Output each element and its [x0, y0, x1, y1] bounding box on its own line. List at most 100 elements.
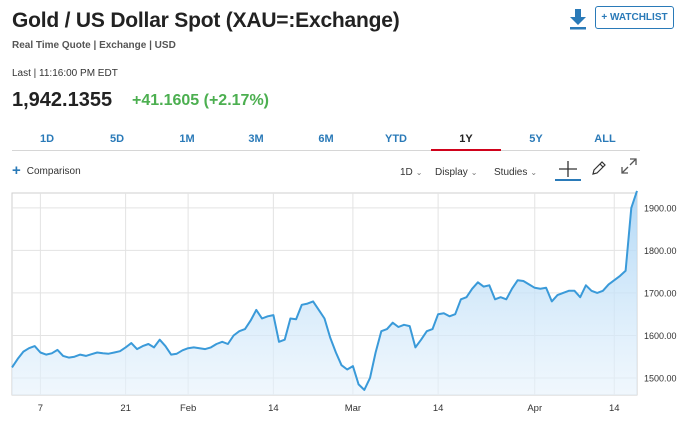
data-point: [119, 351, 120, 352]
data-point: [608, 284, 609, 285]
crosshair-icon[interactable]: [555, 159, 581, 188]
data-point: [477, 282, 478, 283]
quote-source-label: Real Time Quote | Exchange | USD: [12, 40, 176, 51]
chevron-down-icon: ⌄: [415, 168, 423, 177]
range-tab-5y[interactable]: 5Y: [529, 133, 543, 145]
data-point: [426, 331, 427, 332]
x-tick-label: Mar: [345, 403, 361, 414]
data-point: [398, 326, 399, 327]
data-point: [318, 309, 319, 310]
data-point: [34, 345, 35, 346]
data-point: [330, 337, 331, 338]
data-point: [602, 290, 603, 291]
data-point: [125, 347, 126, 348]
comparison-button[interactable]: + Comparison: [12, 162, 81, 179]
data-point: [233, 335, 234, 336]
add-to-watchlist-button[interactable]: + WATCHLIST: [595, 6, 674, 29]
data-point: [153, 347, 154, 348]
data-point: [227, 343, 228, 344]
chevron-down-icon: ⌄: [470, 168, 478, 177]
y-tick-label: 1500.00: [644, 373, 677, 383]
y-tick-label: 1700.00: [644, 288, 677, 298]
studies-label: Studies: [494, 167, 528, 178]
data-point: [443, 313, 444, 314]
data-point: [545, 287, 546, 288]
data-point: [506, 299, 507, 300]
data-point: [91, 354, 92, 355]
data-point: [267, 316, 268, 317]
data-point: [295, 319, 296, 320]
data-point: [614, 280, 615, 281]
x-tick-label: Feb: [180, 403, 196, 414]
data-point: [375, 352, 376, 353]
data-point: [415, 347, 416, 348]
range-tab-all[interactable]: ALL: [594, 133, 616, 145]
data-point: [222, 341, 223, 342]
y-tick-label: 1600.00: [644, 331, 677, 341]
range-tab-5d[interactable]: 5D: [109, 133, 125, 145]
data-point: [563, 292, 564, 293]
y-tick-label: 1800.00: [644, 246, 677, 256]
price-chart[interactable]: 1900.00 1800.00 1700.00 1600.00 1500.00 7 21 Fe…: [0, 190, 700, 427]
plus-icon: +: [12, 162, 21, 179]
data-point: [551, 301, 552, 302]
range-tab-1y[interactable]: 1Y: [431, 131, 501, 151]
range-tab-ytd[interactable]: YTD: [385, 133, 407, 145]
range-tabs: 1D 5D 1M 3M 6M YTD 1Y 5Y ALL: [12, 131, 640, 151]
range-tab-3m[interactable]: 3M: [248, 133, 264, 145]
data-point: [511, 288, 512, 289]
data-point: [358, 384, 359, 385]
data-point: [591, 290, 592, 291]
display-dropdown[interactable]: Display ⌄: [435, 167, 478, 178]
data-point: [159, 339, 160, 340]
data-point: [432, 328, 433, 329]
data-point: [74, 356, 75, 357]
last-updated-label: Last | 11:16:00 PM EDT: [12, 68, 118, 79]
range-tab-6m[interactable]: 6M: [318, 133, 334, 145]
range-tab-1m[interactable]: 1M: [179, 133, 195, 145]
data-point: [307, 303, 308, 304]
comparison-label: Comparison: [26, 165, 81, 177]
data-point: [580, 297, 581, 298]
x-tick-label: 14: [268, 403, 279, 414]
data-point: [40, 352, 41, 353]
data-point: [261, 318, 262, 319]
data-point: [102, 353, 103, 354]
data-point: [256, 309, 257, 310]
interval-dropdown[interactable]: 1D ⌄: [400, 167, 423, 178]
data-point: [409, 326, 410, 327]
last-price: 1,942.1355: [12, 89, 113, 111]
data-point: [494, 299, 495, 300]
data-point: [403, 324, 404, 325]
data-point: [290, 318, 291, 319]
data-point: [528, 284, 529, 285]
data-point: [386, 328, 387, 329]
data-point: [420, 339, 421, 340]
studies-dropdown[interactable]: Studies ⌄: [494, 167, 537, 178]
data-point: [80, 354, 81, 355]
data-point: [28, 348, 29, 349]
data-point: [45, 354, 46, 355]
x-tick-label: 14: [433, 403, 444, 414]
data-point: [57, 349, 58, 350]
data-point: [131, 343, 132, 344]
data-point: [148, 343, 149, 344]
data-point: [273, 314, 274, 315]
y-tick-label: 1900.00: [644, 203, 677, 213]
data-point: [364, 389, 365, 390]
pencil-icon[interactable]: [590, 159, 608, 182]
data-point: [568, 290, 569, 291]
data-point: [165, 345, 166, 346]
data-point: [631, 207, 632, 208]
data-point: [597, 292, 598, 293]
data-point: [585, 285, 586, 286]
data-point: [438, 314, 439, 315]
data-point: [619, 275, 620, 276]
data-point: [449, 316, 450, 317]
page-title: Gold / US Dollar Spot (XAU=:Exchange): [12, 9, 400, 32]
download-icon[interactable]: [568, 8, 588, 30]
x-tick-label: 21: [120, 403, 131, 414]
data-point: [381, 331, 382, 332]
expand-icon[interactable]: [620, 157, 638, 180]
range-tab-1d[interactable]: 1D: [39, 133, 55, 145]
